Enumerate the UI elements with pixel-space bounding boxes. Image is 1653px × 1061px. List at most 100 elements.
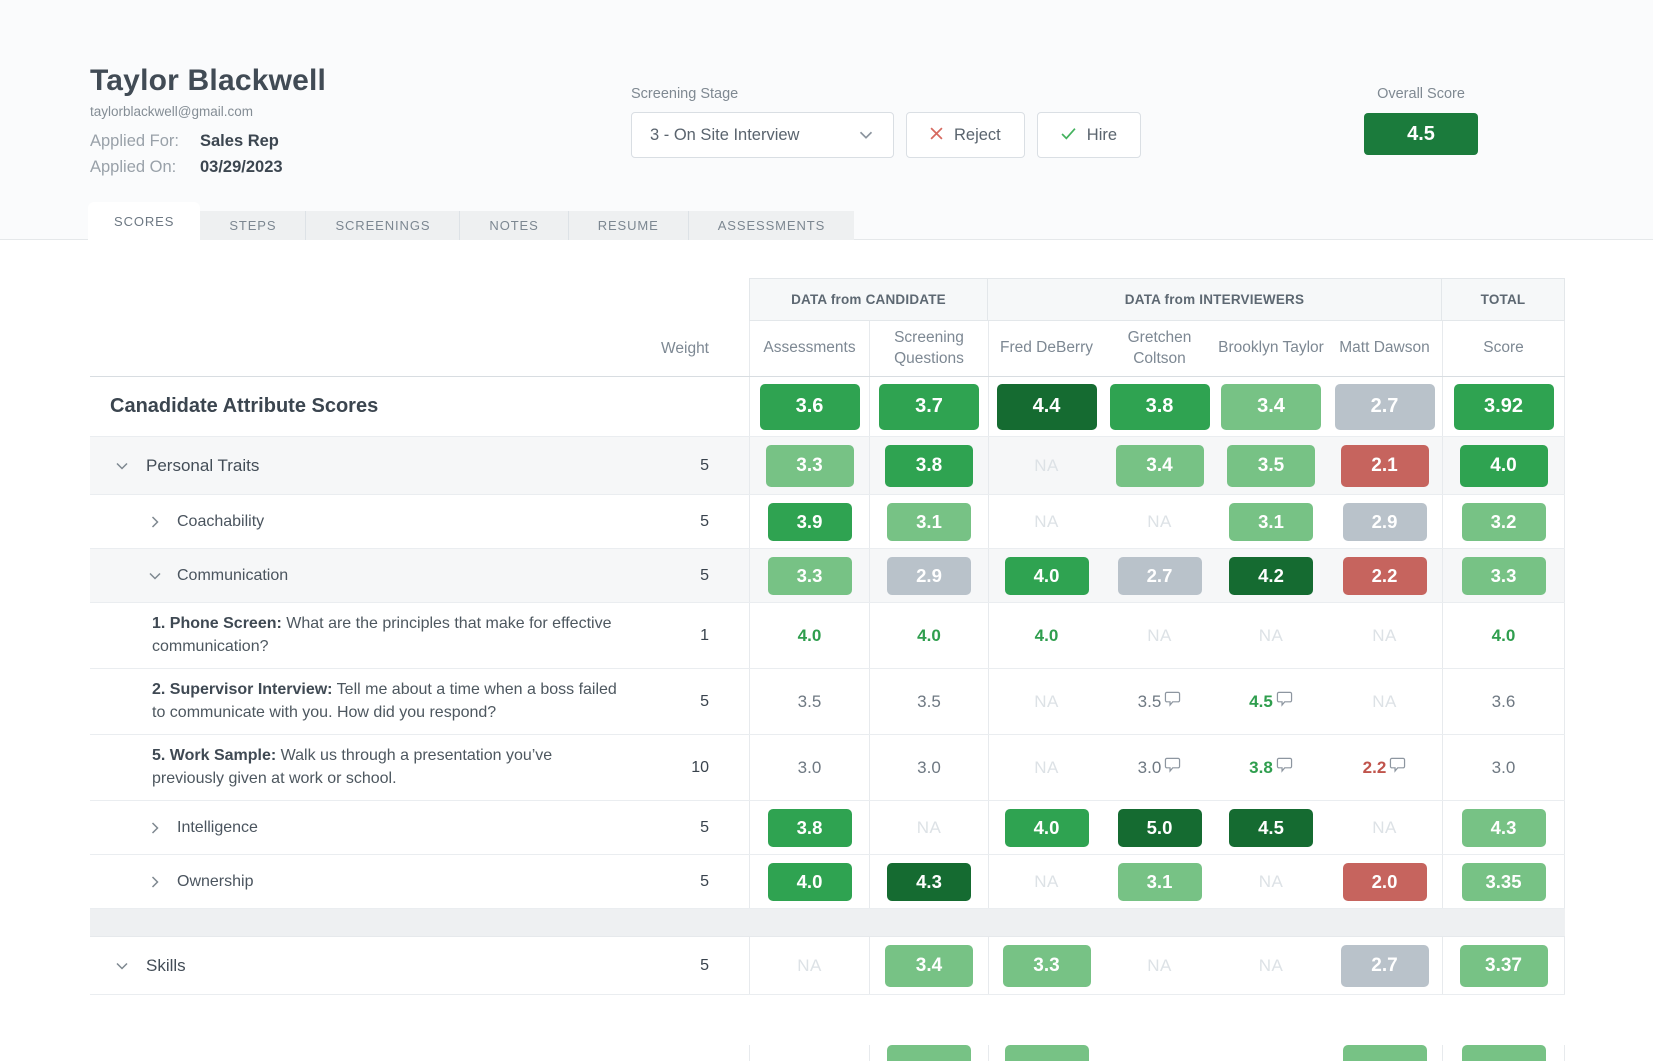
row-communication[interactable]: Communication 5 3.3 2.9 4.0 2.7 4.2 2.2 3.3 <box>90 549 1565 603</box>
score-value: 3.6 <box>1492 692 1516 712</box>
score-chip: 4.5 <box>1229 808 1313 847</box>
comment-icon[interactable] <box>1276 757 1293 773</box>
score-cell: 3.6 <box>749 377 869 436</box>
score-value: 3.0 <box>1138 757 1182 778</box>
na-value: NA <box>1034 691 1059 711</box>
score-value: 4.5 <box>1249 691 1293 712</box>
score-cell: 3.6 <box>1442 669 1565 734</box>
score-chip: 3.6 <box>759 383 860 430</box>
applied-on-label: Applied On: <box>90 158 177 176</box>
chevron-down-icon[interactable] <box>112 456 132 476</box>
candidate-name: Taylor Blackwell <box>90 64 327 97</box>
weight-value: 5 <box>700 566 709 584</box>
question-text: 5. Work Sample: Walk us through a presen… <box>90 745 640 790</box>
score-cell: 4.0 <box>749 603 869 668</box>
row-what-are-the-principles-that-make-for-effective-communication: 1. Phone Screen: What are the principles… <box>90 603 1565 669</box>
row-intelligence[interactable]: Intelligence 5 3.8 NA 4.0 5.0 4.5 NA 4.3 <box>90 801 1565 855</box>
score-cell: 3.4 <box>1104 437 1215 494</box>
row-personal-traits[interactable]: Personal Traits 5 3.3 3.8 NA 3.4 3.5 2.1 4.0 <box>90 437 1565 495</box>
chevron-right-icon[interactable] <box>145 818 165 838</box>
scores-table: DATA from CANDIDATE DATA from INTERVIEWER… <box>90 278 1565 1061</box>
score-cell: NA <box>1104 937 1215 994</box>
score-value: 4.0 <box>1492 626 1516 646</box>
na-value: NA <box>1147 955 1172 975</box>
na-value: NA <box>1372 625 1397 645</box>
score-cell <box>749 1045 869 1061</box>
score-cell: 2.7 <box>1104 549 1215 602</box>
score-number: 3.5 <box>917 691 941 711</box>
score-chip: 4.4 <box>996 383 1097 430</box>
weight-value: 5 <box>700 456 709 474</box>
reject-button[interactable]: Reject <box>906 112 1025 158</box>
score-cell <box>869 1045 988 1061</box>
row-skills[interactable]: Skills 5 NA 3.4 3.3 NA NA 2.7 3.37 <box>90 937 1565 995</box>
hire-button[interactable]: Hire <box>1036 112 1142 158</box>
score-cell: 4.3 <box>869 855 988 908</box>
score-chip: 3.5 <box>1227 444 1315 487</box>
row-label-cell: Intelligence <box>90 801 640 854</box>
score-cell: 2.9 <box>1327 495 1442 548</box>
score-cell: NA <box>1215 603 1327 668</box>
comment-icon[interactable] <box>1276 691 1293 707</box>
row-coachability[interactable]: Coachability 5 3.9 3.1 NA NA 3.1 2.9 3.2 <box>90 495 1565 549</box>
score-number: 4.0 <box>797 625 822 645</box>
chevron-right-icon[interactable] <box>145 872 165 892</box>
score-number: 3.0 <box>1491 757 1516 777</box>
score-number: 3.6 <box>1491 691 1516 711</box>
score-chip: 2.7 <box>1334 383 1435 430</box>
chevron-down-icon[interactable] <box>112 956 132 976</box>
score-cell: 3.92 <box>1442 377 1565 436</box>
score-cell: 2.2 <box>1327 549 1442 602</box>
score-chip: 3.3 <box>765 444 854 487</box>
score-value: 4.0 <box>917 626 941 646</box>
score-cell: 3.3 <box>749 437 869 494</box>
screening-stage-label: Screening Stage <box>631 86 739 102</box>
score-number: 4.0 <box>1034 625 1059 645</box>
weight-value: 5 <box>700 692 709 710</box>
na-value: NA <box>1372 691 1397 711</box>
row-label-cell: Communication <box>90 549 640 602</box>
column-header-score: Score <box>1442 321 1565 376</box>
comment-icon[interactable] <box>1164 757 1181 773</box>
application-meta: Applied For: Sales Rep Applied On: 03/29… <box>90 132 326 177</box>
comment-icon[interactable] <box>1164 691 1181 707</box>
score-chip <box>1461 1045 1546 1061</box>
score-cell: 3.9 <box>749 495 869 548</box>
score-number: 3.0 <box>917 757 941 777</box>
table-section-header-row: DATA from CANDIDATE DATA from INTERVIEWER… <box>90 278 1565 321</box>
score-chip: 3.9 <box>767 502 852 541</box>
na-value: NA <box>916 817 942 837</box>
tab-assessments[interactable]: ASSESSMENTS <box>688 211 855 240</box>
table-column-header-row: Weight Assessments Screening Questions Fred… <box>90 321 1565 377</box>
question-title: 5. Work Sample: <box>152 747 277 765</box>
chevron-down-icon[interactable] <box>145 566 165 586</box>
tab-screenings[interactable]: SCREENINGS <box>306 211 461 240</box>
score-cell: 3.4 <box>1215 377 1327 436</box>
column-header-assessments: Assessments <box>749 321 869 376</box>
tab-scores[interactable]: SCORES <box>88 202 201 240</box>
chevron-right-icon[interactable] <box>145 512 165 532</box>
attribute-label: Intelligence <box>177 818 258 836</box>
tab-notes[interactable]: NOTES <box>460 211 569 240</box>
attribute-label: Skills <box>146 955 186 975</box>
score-number: 3.5 <box>797 691 822 711</box>
score-number: 4.5 <box>1249 691 1273 711</box>
tab-steps[interactable]: STEPS <box>200 211 307 240</box>
score-value: 2.2 <box>1363 757 1407 778</box>
score-chip: 2.7 <box>1117 556 1202 595</box>
tab-resume[interactable]: RESUME <box>568 211 689 240</box>
screening-stage-section: Screening Stage 3 - On Site Interview Re… <box>631 86 1142 158</box>
comment-icon[interactable] <box>1389 757 1406 773</box>
tabs: SCORES STEPS SCREENINGS NOTES RESUME ASSESSME… <box>88 202 855 240</box>
score-cell: 4.0 <box>1442 603 1565 668</box>
score-cell: NA <box>988 495 1104 548</box>
score-cell: 3.8 <box>1215 735 1327 800</box>
score-chip: 3.35 <box>1461 862 1546 901</box>
na-value: NA <box>1258 955 1284 975</box>
score-chip: 3.4 <box>885 944 973 987</box>
score-cell <box>1442 1045 1565 1061</box>
screening-stage-select[interactable]: 3 - On Site Interview <box>631 112 894 158</box>
score-chip: 4.0 <box>1459 444 1548 487</box>
row-ownership[interactable]: Ownership 5 4.0 4.3 NA 3.1 NA 2.0 3.35 <box>90 855 1565 909</box>
weight-value <box>640 1045 749 1061</box>
